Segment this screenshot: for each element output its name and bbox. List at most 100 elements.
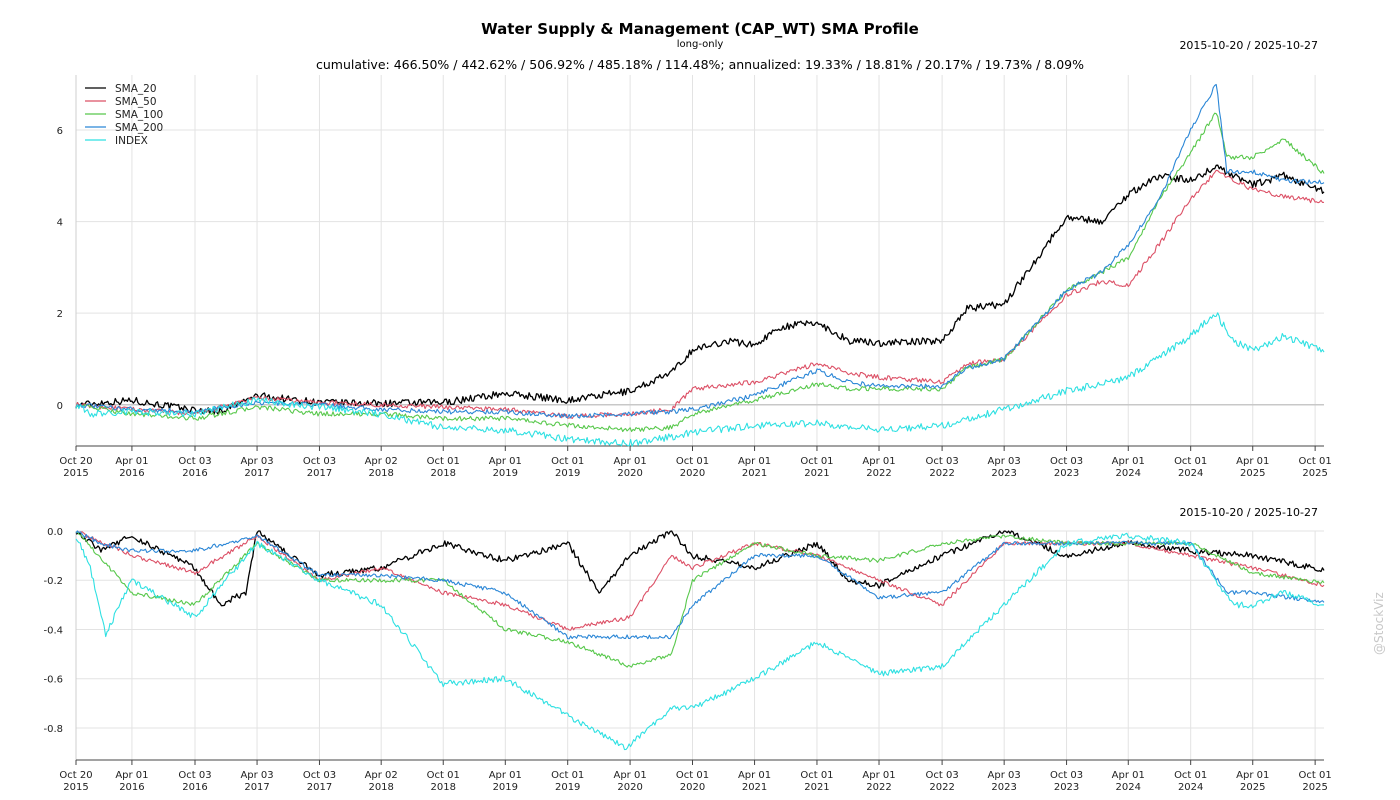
x-tick-label: Oct 20	[59, 456, 92, 467]
x-tick-label: Oct 01	[427, 456, 460, 467]
legend-label: SMA_20	[115, 83, 157, 95]
x-tick-year: 2022	[929, 782, 954, 793]
chart-subtitle: long-only	[676, 39, 724, 50]
x-tick-label: Apr 01	[1236, 456, 1269, 467]
x-tick-label: Oct 01	[551, 770, 584, 781]
date-range-top: 2015-10-20 / 2025-10-27	[1179, 39, 1318, 52]
x-tick-year: 2025	[1240, 468, 1265, 479]
series-line-index	[75, 532, 1325, 751]
x-tick-label: Apr 01	[862, 456, 895, 467]
x-tick-year: 2017	[244, 468, 269, 479]
series-line-index	[75, 312, 1325, 447]
x-tick-year: 2017	[307, 782, 332, 793]
performance-summary: cumulative: 466.50% / 442.62% / 506.92% …	[316, 57, 1084, 72]
x-tick-label: Apr 01	[1112, 770, 1145, 781]
y-tick-label: 0.0	[47, 527, 63, 538]
x-tick-year: 2017	[307, 468, 332, 479]
legend-label: SMA_100	[115, 109, 163, 121]
x-tick-label: Apr 01	[738, 770, 771, 781]
y-tick-label: -0.4	[43, 625, 63, 636]
x-tick-year: 2019	[493, 468, 518, 479]
x-tick-label: Apr 01	[115, 456, 148, 467]
y-tick-label: -0.2	[43, 576, 63, 587]
series-line-sma-20	[75, 164, 1325, 416]
x-tick-year: 2022	[866, 468, 891, 479]
x-tick-label: Oct 01	[676, 456, 709, 467]
series-line-sma-50	[75, 169, 1325, 419]
series-line-sma-100	[75, 112, 1325, 433]
x-tick-label: Apr 01	[738, 456, 771, 467]
x-tick-label: Oct 01	[427, 770, 460, 781]
x-tick-year: 2019	[555, 468, 580, 479]
x-tick-year: 2023	[1054, 782, 1079, 793]
x-tick-label: Apr 03	[240, 770, 273, 781]
x-tick-label: Apr 01	[1112, 456, 1145, 467]
x-tick-year: 2023	[991, 468, 1016, 479]
x-tick-label: Oct 03	[178, 456, 211, 467]
y-tick-label: -0.6	[43, 675, 63, 686]
series-line-sma-200	[75, 83, 1325, 419]
x-tick-year: 2016	[182, 782, 207, 793]
x-tick-year: 2024	[1116, 782, 1141, 793]
x-tick-year: 2024	[1178, 468, 1203, 479]
x-tick-year: 2015	[63, 468, 88, 479]
x-tick-label: Oct 03	[1050, 456, 1083, 467]
y-tick-label: 0	[57, 401, 63, 412]
x-tick-year: 2024	[1116, 468, 1141, 479]
x-tick-year: 2024	[1178, 782, 1203, 793]
date-range-bottom: 2015-10-20 / 2025-10-27	[1179, 506, 1318, 519]
x-tick-year: 2021	[804, 782, 829, 793]
x-tick-year: 2021	[804, 468, 829, 479]
x-tick-label: Oct 03	[925, 770, 958, 781]
x-tick-year: 2021	[742, 468, 767, 479]
x-tick-label: Oct 03	[303, 456, 336, 467]
x-tick-label: Oct 03	[178, 770, 211, 781]
legend-label: INDEX	[115, 135, 148, 147]
x-tick-label: Oct 01	[1174, 456, 1207, 467]
x-tick-year: 2018	[368, 782, 393, 793]
x-tick-label: Oct 01	[551, 456, 584, 467]
x-tick-year: 2025	[1240, 782, 1265, 793]
x-tick-label: Apr 03	[988, 456, 1021, 467]
x-tick-label: Apr 01	[489, 456, 522, 467]
x-tick-label: Apr 01	[1236, 770, 1269, 781]
x-tick-label: Apr 01	[613, 770, 646, 781]
legend-label: SMA_200	[115, 122, 163, 134]
x-tick-year: 2016	[119, 782, 144, 793]
chart-title: Water Supply & Management (CAP_WT) SMA P…	[481, 20, 919, 38]
x-tick-year: 2019	[493, 782, 518, 793]
x-tick-label: Apr 01	[489, 770, 522, 781]
x-tick-label: Apr 02	[365, 770, 398, 781]
x-tick-label: Oct 01	[1299, 770, 1332, 781]
x-tick-year: 2018	[431, 782, 456, 793]
x-tick-year: 2021	[742, 782, 767, 793]
x-tick-label: Oct 20	[59, 770, 92, 781]
x-tick-label: Oct 01	[676, 770, 709, 781]
x-tick-year: 2022	[929, 468, 954, 479]
x-tick-year: 2025	[1302, 782, 1327, 793]
x-tick-year: 2016	[182, 468, 207, 479]
x-tick-year: 2020	[617, 782, 642, 793]
x-tick-year: 2020	[680, 468, 705, 479]
x-tick-label: Apr 03	[240, 456, 273, 467]
x-tick-label: Apr 02	[365, 456, 398, 467]
x-tick-label: Oct 03	[1050, 770, 1083, 781]
x-tick-label: Oct 01	[1299, 456, 1332, 467]
y-tick-label: 2	[57, 309, 63, 320]
legend-label: SMA_50	[115, 96, 157, 108]
x-tick-year: 2025	[1302, 468, 1327, 479]
x-tick-year: 2022	[866, 782, 891, 793]
series-line-sma-200	[75, 530, 1325, 640]
x-tick-year: 2017	[244, 782, 269, 793]
y-tick-label: -0.8	[43, 724, 63, 735]
x-tick-year: 2018	[431, 468, 456, 479]
x-tick-label: Apr 03	[988, 770, 1021, 781]
x-tick-year: 2015	[63, 782, 88, 793]
x-tick-year: 2018	[368, 468, 393, 479]
x-tick-year: 2023	[991, 782, 1016, 793]
x-tick-label: Oct 01	[800, 456, 833, 467]
x-tick-label: Oct 03	[925, 456, 958, 467]
